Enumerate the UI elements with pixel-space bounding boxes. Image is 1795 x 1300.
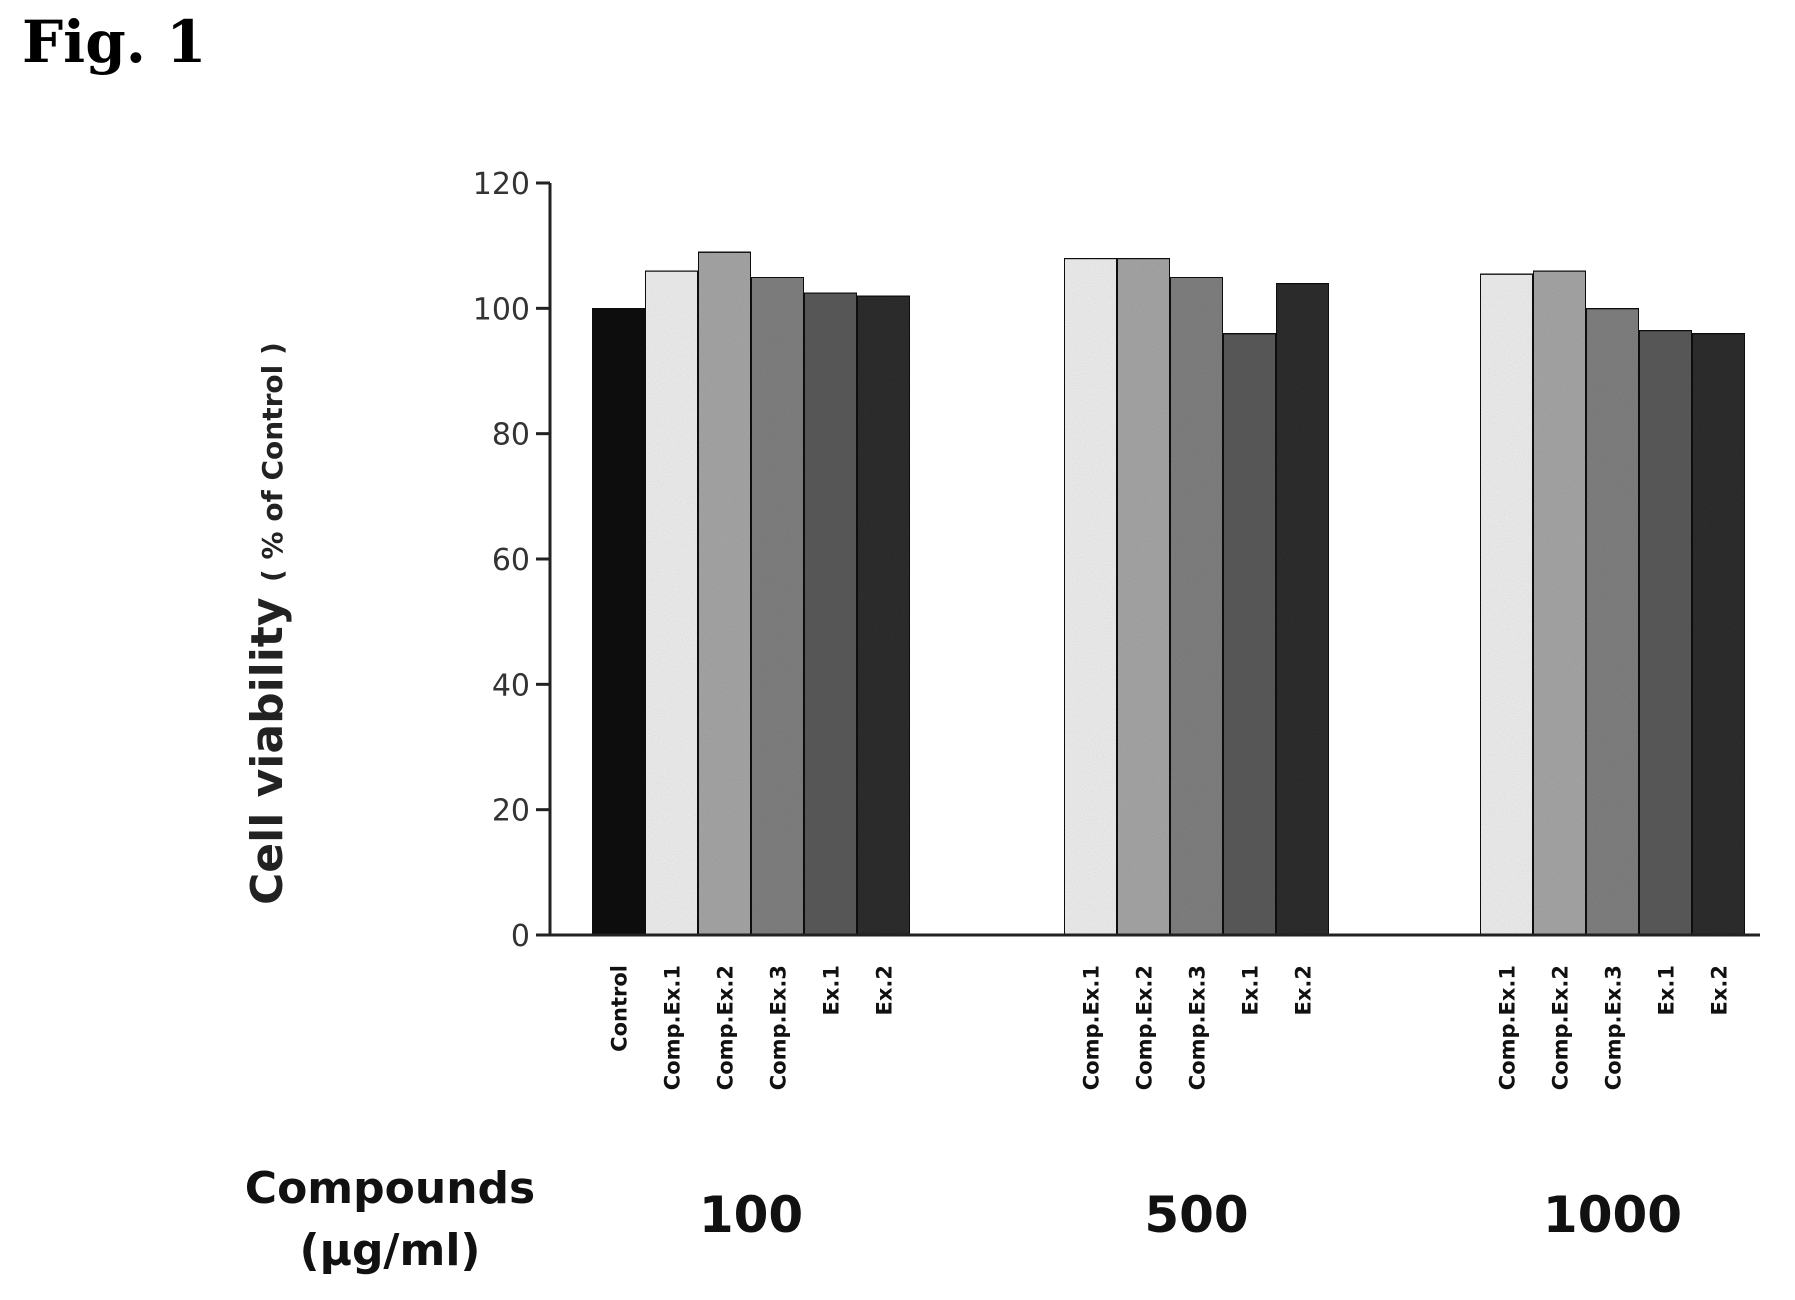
category-label: Comp.Ex.1 [661,965,685,1090]
bar [750,276,805,936]
y-axis-label: Cell viability [242,597,293,905]
bar [644,269,699,936]
x-axis-label-line1: Compounds [245,1163,535,1214]
category-label: Comp.Ex.1 [1496,965,1520,1090]
bar [1638,329,1693,936]
bar [1691,332,1746,936]
figure-title: Fig. 1 [22,8,207,76]
y-tick-label: 60 [492,543,530,578]
bar [803,291,858,936]
category-label: Comp.Ex.3 [767,965,791,1090]
category-label: Control [608,965,632,1052]
bar [1169,276,1224,936]
bar [591,307,646,937]
y-tick-label: 20 [492,794,530,829]
y-axis: 0 20 40 60 80 100 120 [473,167,552,954]
category-label: Comp.Ex.1 [1080,965,1104,1090]
category-label: Comp.Ex.2 [1133,965,1157,1090]
bar [1116,257,1171,936]
category-label: Comp.Ex.3 [1186,965,1210,1090]
bar [1532,269,1587,936]
x-axis: Control Comp.Ex.1 Comp.Ex.2 Comp.Ex.3 Ex.1 Ex… [550,933,1760,1244]
group-label: 100 [699,1186,803,1244]
y-tick-label: 100 [473,292,530,327]
category-label: Ex.2 [1708,965,1732,1015]
x-axis-label-line2: (μg/ml) [299,1225,480,1276]
category-label: Comp.Ex.3 [1602,965,1626,1090]
bar [697,250,752,936]
y-tick-label: 120 [473,167,530,202]
category-label: Ex.1 [1239,965,1263,1015]
category-label: Ex.1 [820,965,844,1015]
bar [1479,272,1534,937]
bar [1275,282,1330,936]
bar [856,294,911,936]
group-label: 1000 [1543,1186,1682,1244]
group-label: 500 [1144,1186,1248,1244]
bar [1063,257,1118,936]
category-label: Ex.1 [1655,965,1679,1015]
bar [1222,332,1277,936]
y-axis-unit-label: ( % of Control ) [256,342,289,582]
category-label: Comp.Ex.2 [714,965,738,1090]
bar [1585,307,1640,937]
category-label: Ex.2 [1292,965,1316,1015]
category-label: Comp.Ex.2 [1549,965,1573,1090]
y-tick-label: 40 [492,668,530,703]
y-tick-label: 80 [492,418,530,453]
bars [591,250,1746,937]
y-tick-label: 0 [511,919,530,954]
category-label: Ex.2 [873,965,897,1015]
